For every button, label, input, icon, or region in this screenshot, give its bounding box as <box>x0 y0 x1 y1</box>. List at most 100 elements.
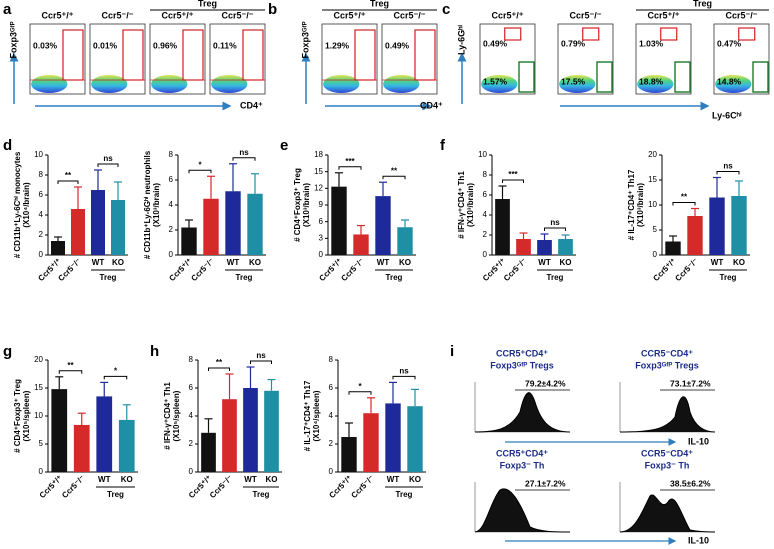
x-tick-label: KO <box>560 258 572 267</box>
x-tick-label: KO <box>399 258 411 267</box>
sig-label: ** <box>67 361 74 370</box>
y-axis-label: # CD4⁺Foxp3⁺ Treg <box>293 168 302 242</box>
y-tick-label: 0 <box>39 467 44 476</box>
gate-value: 1.03% <box>639 38 664 48</box>
sig-label: *** <box>508 170 518 179</box>
sig-bracket <box>502 179 524 183</box>
gate-value: 14.8% <box>717 76 742 86</box>
x-tick-label: Ccr5⁻/⁻ <box>673 257 699 283</box>
y-axis-label: (X10⁴/brain) <box>22 182 31 228</box>
sig-bracket <box>58 370 83 374</box>
bar <box>341 437 357 472</box>
y-axis-label: # CD11b⁺Ly-6Cʰⁱ monocytes <box>12 151 22 258</box>
sig-bracket <box>382 175 406 180</box>
y-tick-label: 6 <box>189 383 194 392</box>
sig-label: ** <box>681 193 688 202</box>
bar <box>397 227 413 255</box>
bar <box>264 390 279 472</box>
y-axis-label: # CD4⁺Foxp3⁺ Treg <box>13 379 22 453</box>
x-tick-label: Ccr5⁻/⁻ <box>349 474 375 500</box>
group-label: Treg <box>236 273 253 282</box>
y-tick-label: 2 <box>169 225 174 234</box>
y-tick-label: 10 <box>34 150 43 159</box>
y-axis-label: (X10³/brain) <box>152 183 161 227</box>
gate-red <box>660 27 678 41</box>
y-tick-label: 0 <box>319 250 324 259</box>
sig-bracket <box>672 202 696 206</box>
gate-green <box>518 61 535 93</box>
group-label: Treg <box>253 490 270 499</box>
bar <box>51 389 68 472</box>
x-tick-label: WT <box>227 258 240 267</box>
flow-density <box>637 75 674 93</box>
sig-bracket <box>103 375 128 380</box>
histogram <box>619 396 716 433</box>
bar <box>243 388 258 472</box>
gate-value: 0.47% <box>717 38 742 48</box>
flow-header: Ccr5⁻/⁻ <box>221 10 253 20</box>
hist-x-label: IL-10 <box>688 535 709 545</box>
flow-density <box>91 75 128 93</box>
bar <box>353 234 369 255</box>
flow-density <box>715 75 752 93</box>
y-tick-label: 4 <box>329 411 334 420</box>
flow-density <box>481 75 518 93</box>
bar <box>203 198 219 255</box>
y-axis-label: # IL-17⁺CD4⁺ Th17 <box>303 380 312 451</box>
sig-label: ns <box>550 218 560 227</box>
sig-bracket <box>97 163 119 167</box>
y-axis-label: (X10³/brain) <box>466 183 475 227</box>
hist-title: Foxp3ᴳᶠᴾ Tregs <box>635 360 698 370</box>
group-label: Treg <box>370 0 389 8</box>
x-tick-label: Ccr5⁻/⁻ <box>208 474 234 500</box>
bar <box>247 193 263 255</box>
group-label: Treg <box>100 273 117 282</box>
sig-bracket <box>188 169 212 174</box>
panel-letter: a <box>3 1 12 18</box>
group-label: Treg <box>107 490 124 499</box>
y-tick-label: 0 <box>189 467 194 476</box>
bar <box>91 190 105 255</box>
sig-bracket <box>544 227 566 231</box>
y-tick-label: 6 <box>483 190 488 199</box>
hist-title: CCR5⁻CD4⁺ <box>641 448 693 458</box>
y-axis-label: # IFN-γ⁺CD4⁺ Th1 <box>163 382 172 450</box>
sig-bracket <box>348 391 372 395</box>
sig-label: * <box>198 160 202 169</box>
y-tick-label: 8 <box>483 170 488 179</box>
hist-title: Foxp3ᴳᶠᴾ Tregs <box>490 360 553 370</box>
hist-gate-value: 38.5±6.2% <box>670 478 711 488</box>
y-tick-label: 15 <box>648 175 657 184</box>
gate-value: 0.49% <box>483 38 508 48</box>
y-axis-label: # IFN-γ⁺CD4⁺ Th1 <box>457 171 466 239</box>
x-tick-label: Ccr5⁺/⁺ <box>327 474 353 500</box>
sig-bracket <box>338 166 362 170</box>
flow-header: Ccr5⁻/⁻ <box>101 10 133 20</box>
y-tick-label: 20 <box>648 150 657 159</box>
bar <box>385 403 401 472</box>
y-tick-label: 15 <box>34 383 43 392</box>
group-label: Treg <box>396 490 413 499</box>
y-tick-label: 2 <box>39 230 44 239</box>
flow-density <box>211 75 248 93</box>
flow-header: Ccr5⁻/⁻ <box>393 10 425 20</box>
sig-label: ns <box>399 367 409 376</box>
bar <box>225 191 241 255</box>
y-tick-label: 8 <box>39 170 44 179</box>
y-axis-label: (X10³/brain) <box>302 183 311 227</box>
group-label: Treg <box>198 0 217 8</box>
flow-density <box>151 75 188 93</box>
flow-density <box>559 75 596 93</box>
y-tick-label: 20 <box>34 355 43 364</box>
y-axis-label: (X10⁵/spleen) <box>22 390 31 441</box>
bar <box>181 227 197 255</box>
bar <box>222 399 237 472</box>
flow-density <box>31 75 68 93</box>
y-tick-label: 0 <box>653 250 658 259</box>
y-tick-label: 3 <box>319 233 324 242</box>
y-tick-label: 8 <box>329 355 334 364</box>
flow-header: Ccr5⁺/⁺ <box>647 10 679 20</box>
sig-label: ns <box>239 148 249 157</box>
panel-letter: d <box>3 137 12 154</box>
x-tick-label: Ccr5⁻/⁻ <box>502 257 528 283</box>
